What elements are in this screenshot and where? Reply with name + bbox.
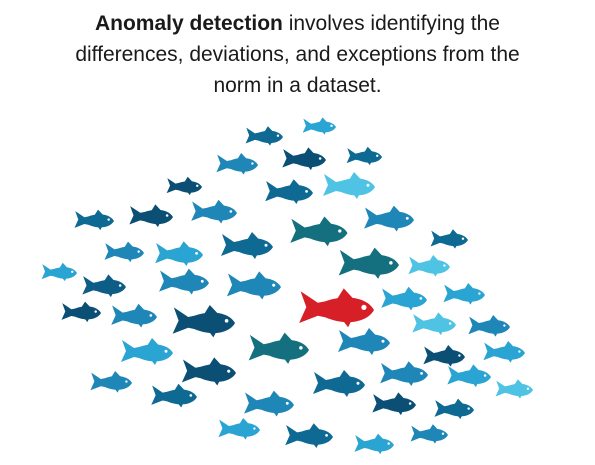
school-fish xyxy=(443,283,485,305)
school-fish xyxy=(248,332,309,364)
fish-school-illustration xyxy=(41,117,533,455)
school-fish xyxy=(430,229,468,249)
school-fish xyxy=(74,209,114,231)
school-fish xyxy=(313,370,365,397)
school-fish xyxy=(483,341,525,363)
school-fish xyxy=(216,153,258,175)
school-fish xyxy=(111,303,157,328)
school-fish xyxy=(372,392,416,416)
school-fish xyxy=(412,312,456,336)
school-fish xyxy=(323,172,375,199)
school-fish xyxy=(166,176,202,196)
school-fish xyxy=(447,364,491,388)
school-fish xyxy=(423,345,465,367)
caption: Anomaly detection involves identifying t… xyxy=(0,8,595,101)
school-fish xyxy=(41,262,77,282)
school-fish xyxy=(181,357,236,386)
caption-line-1-rest: involves identifying the xyxy=(282,12,500,35)
school-fish xyxy=(338,328,390,355)
caption-bold-term: Anomaly detection xyxy=(94,12,283,35)
school-fish xyxy=(244,390,294,417)
fish-layer xyxy=(41,117,533,455)
school-fish xyxy=(364,205,414,232)
school-fish xyxy=(82,274,126,298)
caption-line-1: Anomaly detection involves identifying t… xyxy=(0,8,595,39)
school-fish xyxy=(90,371,132,393)
school-fish xyxy=(121,338,173,365)
caption-line-3: norm in a dataset. xyxy=(213,74,382,97)
school-fish xyxy=(408,255,450,277)
school-fish xyxy=(226,271,281,300)
outlier-red-fish xyxy=(299,288,374,328)
school-fish xyxy=(346,146,382,166)
school-fish xyxy=(302,117,336,135)
school-fish xyxy=(434,398,474,420)
school-fish xyxy=(410,424,448,444)
school-fish xyxy=(191,199,237,224)
school-fish xyxy=(290,216,348,247)
school-fish xyxy=(354,433,394,455)
school-fish xyxy=(129,204,173,228)
school-fish xyxy=(159,268,209,295)
school-fish xyxy=(221,232,273,259)
caption-line-2: differences, deviations, and exceptions … xyxy=(75,43,520,66)
school-fish xyxy=(151,383,197,408)
school-fish xyxy=(155,241,203,267)
school-fish xyxy=(338,247,399,279)
school-fish xyxy=(172,305,235,338)
school-fish xyxy=(282,147,326,171)
school-fish xyxy=(104,241,144,263)
school-fish xyxy=(468,315,510,337)
school-fish xyxy=(381,286,427,311)
school-fish xyxy=(285,423,333,449)
school-fish xyxy=(265,179,313,205)
school-fish xyxy=(495,379,533,399)
school-fish xyxy=(245,126,283,146)
school-fish xyxy=(218,418,260,440)
school-fish xyxy=(380,361,428,387)
school-fish xyxy=(61,301,101,323)
